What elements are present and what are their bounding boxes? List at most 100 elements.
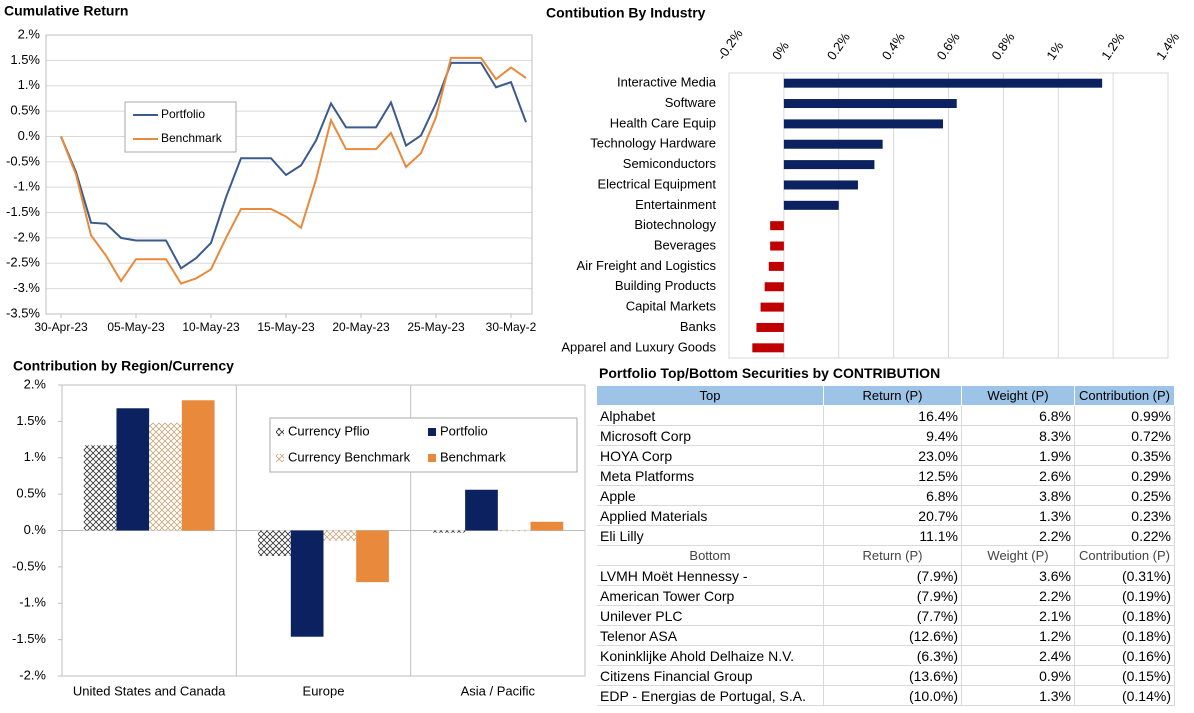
table-cell: 16.4% xyxy=(824,406,962,426)
header-cell: Weight (P) xyxy=(962,546,1075,566)
table-cell: Microsoft Corp xyxy=(597,426,824,446)
x-tick-label: 1.2% xyxy=(1098,29,1128,62)
bar xyxy=(783,180,858,190)
table-cell: Citizens Financial Group xyxy=(597,666,824,686)
table-cell: (6.3%) xyxy=(824,646,962,666)
table-cell: 0.29% xyxy=(1075,466,1175,486)
bar xyxy=(181,400,215,531)
table-cell: (7.9%) xyxy=(824,586,962,606)
legend-label: Benchmark xyxy=(440,449,506,464)
bar xyxy=(783,99,957,109)
x-tick-label: Asia / Pacific xyxy=(461,683,536,698)
category-label: Air Freight and Logistics xyxy=(577,258,717,273)
chart-title: Contribution by Region/Currency xyxy=(13,358,234,374)
x-tick-label: 1.4% xyxy=(1153,29,1183,62)
table-cell: 1.3% xyxy=(962,686,1075,706)
x-tick-label: 20-May-23 xyxy=(332,320,390,334)
category-label: Health Care Equip xyxy=(610,115,716,130)
y-tick-label: -0.5% xyxy=(6,153,40,168)
table-cell: 9.4% xyxy=(824,426,962,446)
chart-title: Contibution By Industry xyxy=(546,5,706,21)
header-cell: Top xyxy=(597,386,824,406)
bar xyxy=(530,521,564,531)
table-cell: American Tower Corp xyxy=(597,586,824,606)
table-cell: 0.23% xyxy=(1075,506,1175,526)
category-label: Banks xyxy=(680,319,717,334)
header-cell: Weight (P) xyxy=(962,386,1075,406)
y-tick-label: -3.% xyxy=(13,280,40,295)
y-tick-label: -0.5% xyxy=(12,558,46,573)
x-tick-label: 15-May-23 xyxy=(257,320,315,334)
bar xyxy=(258,530,291,556)
y-tick-label: -3.5% xyxy=(6,305,40,320)
table-cell: (0.14%) xyxy=(1075,686,1175,706)
line-series xyxy=(60,56,527,285)
table-cell: 2.2% xyxy=(962,526,1075,546)
table-cell: Meta Platforms xyxy=(597,466,824,486)
legend-label: Portfolio xyxy=(161,107,205,121)
bar xyxy=(768,261,784,271)
legend-label: Currency Benchmark xyxy=(288,449,411,464)
bar xyxy=(116,408,150,531)
chart-title: Cumulative Return xyxy=(4,3,128,19)
category-label: Technology Hardware xyxy=(590,136,716,151)
plot-frame xyxy=(45,34,533,315)
x-tick-label: United States and Canada xyxy=(73,683,226,698)
header-cell: Contribution (P) xyxy=(1075,546,1175,566)
x-tick-label: 25-May-23 xyxy=(407,320,465,334)
category-label: Capital Markets xyxy=(626,299,717,314)
table-cell: 2.4% xyxy=(962,646,1075,666)
legend-box xyxy=(124,101,237,153)
table-cell: 6.8% xyxy=(824,486,962,506)
category-label: Semiconductors xyxy=(623,156,717,171)
y-tick-label: -1.% xyxy=(19,595,46,610)
table-cell: 0.35% xyxy=(1075,446,1175,466)
legend-label: Portfolio xyxy=(440,423,488,438)
x-tick-label: 30-May-2 xyxy=(486,320,537,334)
table-cell: 3.6% xyxy=(962,566,1075,586)
category-label: Interactive Media xyxy=(617,75,717,90)
table-cell: (0.18%) xyxy=(1075,606,1175,626)
y-tick-label: -2.5% xyxy=(6,255,40,270)
table-cell: 2.2% xyxy=(962,586,1075,606)
y-tick-label: 0.5% xyxy=(16,486,46,501)
table-cell: Applied Materials xyxy=(597,506,824,526)
legend-label: Benchmark xyxy=(161,131,223,145)
legend-swatch xyxy=(276,428,284,436)
table-cell: Koninklijke Ahold Delhaize N.V. xyxy=(597,646,824,666)
y-tick-label: 2.% xyxy=(18,26,41,41)
category-label: Biotechnology xyxy=(634,217,716,232)
y-tick-label: -1.5% xyxy=(12,631,46,646)
table-title: Portfolio Top/Bottom Securities by CONTR… xyxy=(599,365,941,381)
legend-swatch xyxy=(428,428,436,436)
bar xyxy=(783,119,944,129)
y-tick-label: 2.% xyxy=(24,376,47,391)
bar xyxy=(323,530,357,541)
category-label: Software xyxy=(665,95,716,110)
table-cell: (7.9%) xyxy=(824,566,962,586)
header-cell: Return (P) xyxy=(824,386,962,406)
table-cell: 23.0% xyxy=(824,446,962,466)
bar xyxy=(149,422,182,531)
table-cell: 0.22% xyxy=(1075,526,1175,546)
table-cell: 1.2% xyxy=(962,626,1075,646)
table-cell: (12.6%) xyxy=(824,626,962,646)
y-tick-label: 0.% xyxy=(18,128,41,143)
header-cell: Contribution (P) xyxy=(1075,386,1175,406)
bar xyxy=(752,343,784,353)
x-tick-label: Europe xyxy=(303,683,345,698)
legend-swatch xyxy=(428,454,436,462)
table-cell: 0.9% xyxy=(962,666,1075,686)
x-tick-label: 0.8% xyxy=(988,29,1018,62)
legend-swatch xyxy=(276,454,284,462)
x-tick-label: 1% xyxy=(1043,38,1066,62)
bar xyxy=(756,322,784,332)
category-label: Building Products xyxy=(615,278,717,293)
category-label: Electrical Equipment xyxy=(598,176,717,191)
table-cell: (0.15%) xyxy=(1075,666,1175,686)
y-tick-label: -2.% xyxy=(13,229,40,244)
bar xyxy=(497,530,531,532)
x-tick-label: 0.4% xyxy=(879,29,909,62)
table-cell: LVMH Moët Hennessy - xyxy=(597,566,824,586)
